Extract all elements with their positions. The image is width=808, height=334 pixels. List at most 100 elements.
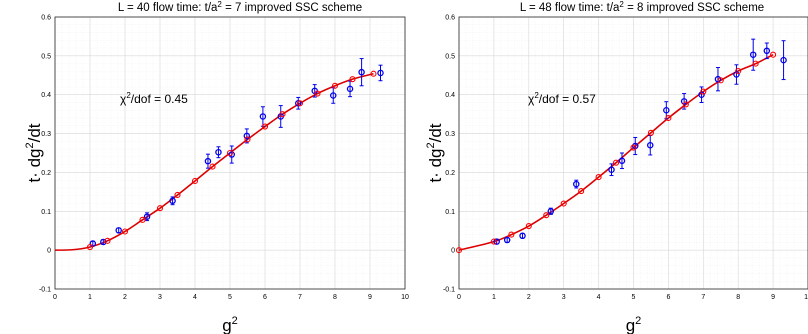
chart-title: L = 40 flow time: t/a2 = 7 improved SSC …: [118, 0, 362, 14]
fit-marker: [139, 216, 146, 223]
y-tick-label: 0: [47, 248, 51, 255]
data-marker: [647, 141, 654, 149]
fit-points: [455, 51, 777, 254]
fit-marker: [508, 231, 515, 238]
y-tick-label: 0: [451, 248, 455, 255]
fit-marker: [735, 67, 742, 75]
data-point: [115, 227, 122, 234]
x-tick-label: 3: [562, 294, 566, 301]
major-grid: [458, 16, 808, 290]
data-marker: [204, 157, 212, 165]
data-marker: [749, 51, 757, 58]
x-tick-label: 1: [88, 294, 92, 301]
data-marker: [377, 69, 384, 77]
data-point: [143, 212, 151, 222]
x-tick-label: 10: [401, 294, 409, 301]
fit-marker: [86, 243, 94, 251]
y-tick-label: 0.5: [41, 53, 51, 60]
data-point: [89, 240, 97, 247]
fit-marker: [156, 205, 164, 212]
data-point: [503, 236, 511, 244]
x-tick-label: 1: [492, 294, 496, 301]
chi2-annotation: χ2/dof = 0.45: [120, 91, 188, 106]
data-marker: [780, 56, 787, 64]
fit-marker: [595, 174, 602, 181]
data-marker: [547, 208, 555, 215]
y-tick-label: -0.1: [443, 287, 455, 294]
data-point: [733, 64, 740, 85]
fit-marker: [770, 51, 777, 58]
y-axis-label: t· dg2/dt: [24, 123, 44, 182]
data-marker: [100, 238, 107, 246]
y-tick-label: 0.3: [41, 131, 51, 138]
y-tick-label: 0.1: [41, 209, 51, 216]
fit-marker: [490, 238, 497, 245]
fit-marker: [543, 212, 550, 219]
data-point: [243, 128, 251, 144]
data-marker: [294, 100, 302, 107]
data-marker: [519, 232, 526, 240]
x-axis-label: g2: [222, 315, 238, 334]
data-marker: [663, 107, 670, 114]
data-marker: [733, 71, 740, 78]
y-tick-label: 0.5: [445, 53, 455, 60]
fit-marker: [455, 247, 463, 254]
data-marker: [714, 75, 722, 83]
data-point: [763, 42, 771, 60]
data-marker: [115, 227, 122, 234]
fit-marker: [682, 101, 689, 108]
fit-marker: [226, 149, 234, 157]
data-point: [100, 238, 107, 246]
fit-marker: [752, 60, 759, 67]
data-point: [519, 232, 526, 240]
data-point: [294, 96, 302, 110]
x-tick-label: 4: [597, 294, 601, 301]
fit-marker: [630, 144, 637, 151]
chart-panel-1: 0 1 2 3 4 5 6 7 8 9 10-0.100.10.20.30.40.50.6L = 4…: [24, 0, 409, 334]
plot-frame: [458, 16, 808, 290]
fit-marker: [191, 177, 199, 185]
data-point: [204, 153, 212, 169]
data-marker: [329, 92, 337, 99]
fit-marker: [209, 163, 216, 170]
fit-marker: [331, 82, 339, 89]
chart-title: L = 48 flow time: t/a2 = 8 improved SSC …: [520, 0, 764, 14]
data-point: [573, 179, 580, 189]
x-tick-label: 2: [527, 294, 531, 301]
fit-marker: [121, 228, 129, 235]
data-marker: [228, 151, 235, 158]
data-point: [618, 152, 626, 170]
fit-marker: [261, 123, 269, 130]
x-tick-label: 9: [368, 294, 372, 301]
x-tick-label: 10: [804, 294, 808, 301]
fit-marker: [717, 77, 724, 84]
x-tick-label: 9: [771, 294, 775, 301]
x-tick-label: 7: [298, 294, 302, 301]
x-tick-label: 8: [333, 294, 337, 301]
fit-marker: [525, 223, 532, 230]
fit-curve: [54, 72, 374, 251]
data-point: [377, 64, 384, 82]
x-tick-label: 5: [228, 294, 232, 301]
data-point: [647, 135, 654, 156]
x-tick-label: 7: [701, 294, 705, 301]
y-tick-label: 0.2: [41, 170, 51, 177]
x-tick-label: 5: [632, 294, 636, 301]
data-marker: [503, 236, 511, 244]
data-marker: [573, 180, 580, 188]
x-tick-label: 0: [53, 294, 57, 301]
y-tick-label: 0.1: [445, 209, 455, 216]
data-point: [547, 207, 555, 215]
data-point: [358, 58, 365, 87]
chi2-annotation: χ2/dof = 0.57: [528, 91, 596, 106]
fit-marker: [578, 188, 585, 195]
data-marker: [215, 148, 222, 156]
x-tick-label: 2: [123, 294, 127, 301]
fit-marker: [314, 90, 321, 97]
data-marker: [243, 132, 251, 140]
data-marker: [493, 238, 500, 245]
y-tick-label: 0.6: [41, 15, 51, 22]
fit-marker: [647, 129, 655, 136]
x-axis-label: g2: [626, 315, 642, 334]
